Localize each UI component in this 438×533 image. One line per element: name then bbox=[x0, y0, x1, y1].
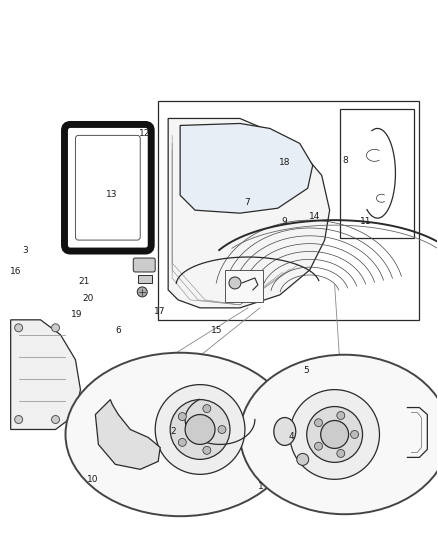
Text: 18: 18 bbox=[279, 158, 290, 167]
Bar bbox=[339, 109, 414, 238]
Circle shape bbox=[178, 413, 186, 421]
Polygon shape bbox=[180, 124, 313, 213]
FancyBboxPatch shape bbox=[75, 135, 140, 240]
Circle shape bbox=[14, 324, 23, 332]
Polygon shape bbox=[95, 400, 160, 470]
Circle shape bbox=[337, 411, 345, 419]
Text: 3: 3 bbox=[22, 246, 28, 255]
Text: 16: 16 bbox=[10, 268, 22, 276]
Ellipse shape bbox=[240, 355, 438, 514]
Bar bbox=[225, 270, 263, 302]
Circle shape bbox=[307, 407, 363, 462]
Text: 4: 4 bbox=[288, 432, 294, 441]
Text: 13: 13 bbox=[106, 190, 118, 199]
Text: 2: 2 bbox=[170, 427, 176, 435]
Circle shape bbox=[350, 431, 359, 439]
Text: 1: 1 bbox=[258, 482, 263, 491]
Text: 9: 9 bbox=[282, 217, 287, 226]
Circle shape bbox=[170, 400, 230, 459]
Circle shape bbox=[203, 405, 211, 413]
Text: 19: 19 bbox=[71, 310, 83, 319]
Circle shape bbox=[290, 390, 379, 479]
Text: 17: 17 bbox=[154, 307, 166, 316]
Circle shape bbox=[185, 415, 215, 445]
Text: 7: 7 bbox=[244, 198, 250, 207]
Circle shape bbox=[314, 419, 322, 427]
Circle shape bbox=[52, 416, 60, 424]
Circle shape bbox=[14, 416, 23, 424]
Circle shape bbox=[52, 324, 60, 332]
FancyBboxPatch shape bbox=[64, 124, 151, 251]
Text: 5: 5 bbox=[304, 366, 309, 375]
Circle shape bbox=[297, 454, 309, 465]
Circle shape bbox=[314, 442, 322, 450]
Text: 11: 11 bbox=[360, 217, 371, 226]
Text: 21: 21 bbox=[78, 277, 89, 286]
Text: 6: 6 bbox=[116, 326, 121, 335]
Text: 10: 10 bbox=[87, 474, 98, 483]
Circle shape bbox=[321, 421, 349, 448]
Bar bbox=[158, 101, 419, 320]
Ellipse shape bbox=[66, 353, 295, 516]
Ellipse shape bbox=[274, 417, 296, 446]
Circle shape bbox=[155, 385, 245, 474]
Circle shape bbox=[229, 277, 241, 289]
Text: 14: 14 bbox=[309, 212, 321, 221]
Text: 8: 8 bbox=[343, 156, 349, 165]
Text: 12: 12 bbox=[139, 129, 151, 138]
Polygon shape bbox=[11, 320, 81, 430]
Circle shape bbox=[137, 287, 147, 297]
Circle shape bbox=[337, 449, 345, 457]
Text: 15: 15 bbox=[211, 326, 223, 335]
Circle shape bbox=[203, 446, 211, 454]
Bar bbox=[138, 275, 152, 283]
Text: 20: 20 bbox=[82, 294, 94, 303]
Polygon shape bbox=[168, 118, 330, 308]
Circle shape bbox=[218, 425, 226, 433]
Circle shape bbox=[178, 438, 186, 446]
FancyBboxPatch shape bbox=[133, 258, 155, 272]
